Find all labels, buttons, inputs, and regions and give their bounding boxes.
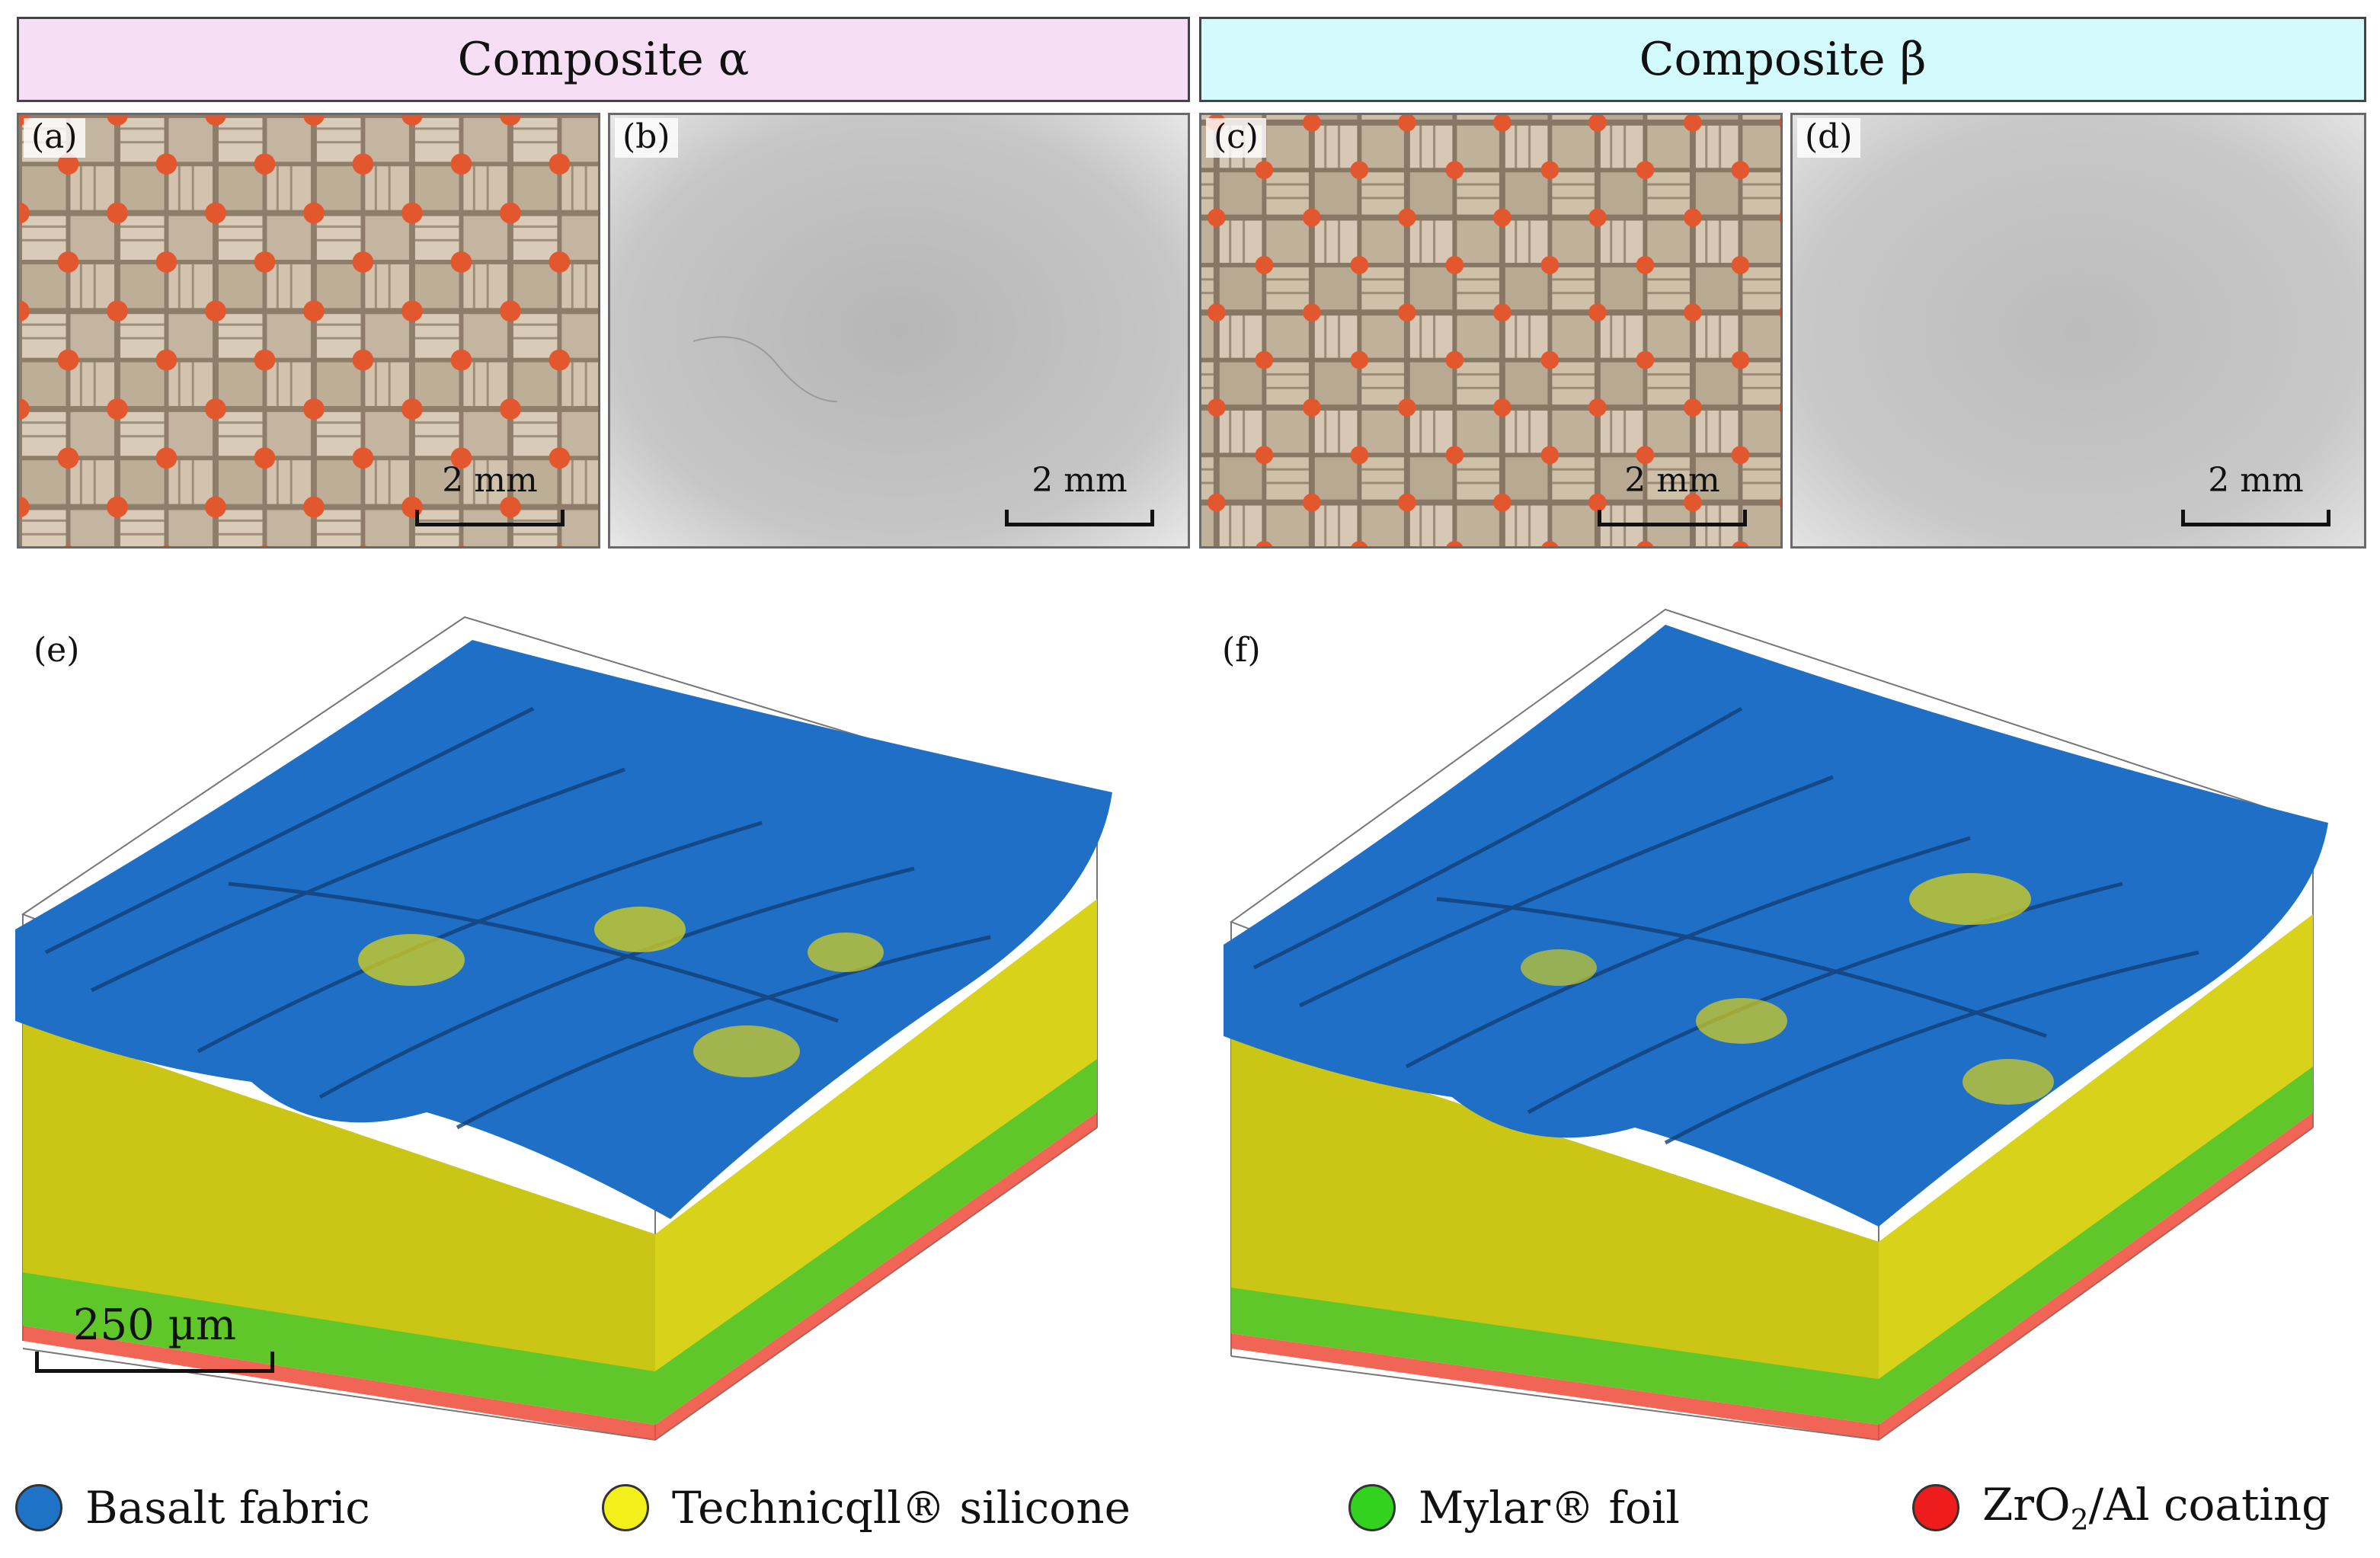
panel-e-3d-render: (e) bbox=[0, 594, 1190, 1455]
header-composite-beta: Composite β bbox=[1199, 17, 2366, 102]
panel-f-3d-render: (f) bbox=[1208, 594, 2374, 1455]
panel-b-surface-photo: (b) 2 mm bbox=[608, 113, 1190, 549]
panel-a-scale-text: 2 mm bbox=[442, 461, 538, 500]
legend-text-silicone: Technicqll® silicone bbox=[672, 1482, 1131, 1534]
legend: Basalt fabric Technicqll® silicone Mylar… bbox=[15, 1479, 2369, 1537]
panel-d-scale-bar bbox=[2181, 510, 2330, 526]
header-beta-text: Composite β bbox=[1639, 33, 1927, 86]
scalebar-250um-text: 250 µm bbox=[72, 1300, 237, 1350]
legend-item-mylar: Mylar® foil bbox=[1348, 1481, 1680, 1534]
panel-e-label: (e) bbox=[34, 631, 80, 670]
coating-text-post: /Al coating bbox=[2088, 1479, 2330, 1531]
panel-d-label: (d) bbox=[1797, 118, 1860, 158]
legend-text-basalt: Basalt fabric bbox=[85, 1482, 370, 1534]
grey-surface-image-d bbox=[1793, 115, 2364, 546]
composite-beta-3d-tomography bbox=[1224, 608, 2328, 1441]
legend-item-basalt: Basalt fabric bbox=[15, 1481, 370, 1534]
panel-a-scale-bar bbox=[415, 510, 565, 526]
panel-a-label: (a) bbox=[24, 118, 85, 158]
legend-item-silicone: Technicqll® silicone bbox=[602, 1481, 1131, 1534]
panel-c-scalebar: 2 mm bbox=[1598, 464, 1747, 529]
legend-dot-mylar bbox=[1348, 1484, 1396, 1531]
coating-text-pre: ZrO bbox=[1982, 1479, 2071, 1531]
panel-b-label: (b) bbox=[615, 118, 678, 158]
panel-c-label: (c) bbox=[1206, 118, 1266, 158]
fabric-weave-image-a bbox=[19, 115, 598, 546]
panel-b-scalebar: 2 mm bbox=[1005, 464, 1154, 529]
panel-c-scale-bar bbox=[1598, 510, 1747, 526]
panel-b-scale-text: 2 mm bbox=[1032, 461, 1128, 500]
composite-alpha-3d-tomography bbox=[15, 616, 1112, 1441]
legend-dot-coating bbox=[1912, 1484, 1959, 1531]
header-alpha-text: Composite α bbox=[457, 33, 750, 86]
coating-text-sub: 2 bbox=[2070, 1502, 2089, 1537]
panel-a-fabric-photo: (a) 2 mm bbox=[17, 113, 600, 549]
scalebar-250um-bar bbox=[35, 1352, 274, 1373]
legend-dot-silicone bbox=[602, 1484, 649, 1531]
legend-dot-basalt bbox=[15, 1484, 62, 1531]
panel-a-scalebar: 2 mm bbox=[415, 464, 565, 529]
grey-surface-image-b bbox=[610, 115, 1188, 546]
scalebar-250um: 250 µm bbox=[35, 1304, 274, 1374]
panel-f-label: (f) bbox=[1222, 631, 1261, 670]
fabric-weave-image-c bbox=[1201, 115, 1780, 546]
panel-c-fabric-photo: (c) 2 mm bbox=[1199, 113, 1783, 549]
legend-text-coating: ZrO2/Al coating bbox=[1982, 1479, 2330, 1537]
header-composite-alpha: Composite α bbox=[17, 17, 1190, 102]
panel-d-scalebar: 2 mm bbox=[2181, 464, 2330, 529]
panel-c-scale-text: 2 mm bbox=[1624, 461, 1720, 500]
panel-b-scale-bar bbox=[1005, 510, 1154, 526]
legend-item-coating: ZrO2/Al coating bbox=[1912, 1479, 2330, 1537]
panel-d-scale-text: 2 mm bbox=[2208, 461, 2304, 500]
legend-text-mylar: Mylar® foil bbox=[1419, 1482, 1680, 1534]
panel-d-surface-photo: (d) 2 mm bbox=[1790, 113, 2366, 549]
